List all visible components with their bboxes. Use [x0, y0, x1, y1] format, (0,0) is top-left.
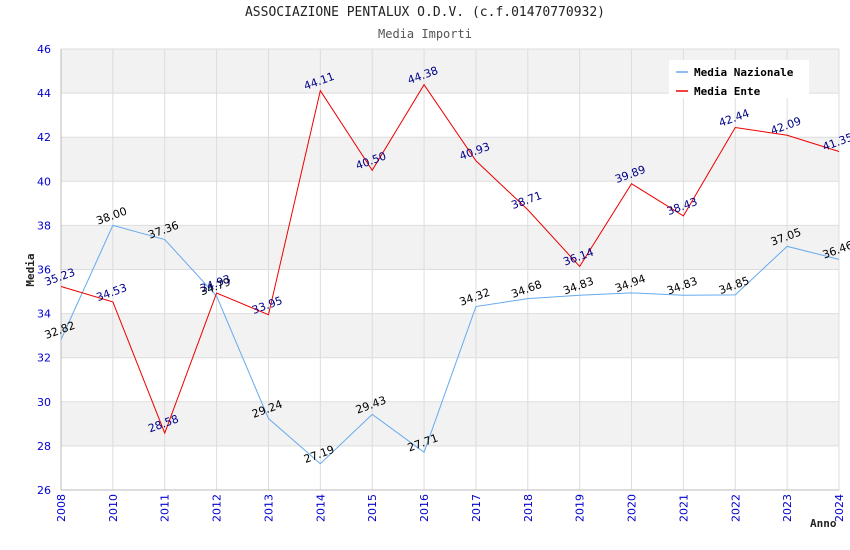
- axes: [60, 49, 839, 491]
- series-lines: [60, 83, 840, 465]
- plot-band: [61, 401, 839, 446]
- plot-band: [61, 93, 839, 138]
- x-tick-label: 2022: [729, 494, 742, 522]
- x-tick-label: 2012: [211, 494, 224, 522]
- plot-bands: [61, 49, 839, 490]
- y-tick-label: 32: [37, 352, 51, 365]
- chart-subtitle: Media Importi: [378, 27, 472, 41]
- plot-band: [61, 225, 839, 270]
- plot-band: [61, 313, 839, 358]
- x-tick-label: 2016: [418, 494, 431, 522]
- legend-label-ente: Media Ente: [694, 85, 761, 98]
- y-tick-labels: 26 28 30 32 34 36 38 40 42 44 46: [37, 43, 51, 497]
- y-tick-label: 40: [37, 175, 51, 188]
- legend: Media Nazionale Media Ente: [669, 60, 809, 98]
- y-tick-label: 46: [37, 43, 51, 56]
- y-tick-label: 30: [37, 396, 51, 409]
- plot-band: [61, 137, 839, 182]
- y-tick-label: 44: [37, 87, 51, 100]
- y-tick-label: 34: [37, 308, 51, 321]
- series-line-ente: [60, 83, 840, 435]
- x-tick-label: 2013: [262, 494, 275, 522]
- y-tick-label: 36: [37, 264, 51, 277]
- x-tick-label: 2021: [677, 494, 690, 522]
- x-tick-label: 2024: [833, 494, 846, 522]
- x-tick-label: 2018: [522, 494, 535, 522]
- x-tick-label: 2014: [314, 494, 327, 522]
- x-tick-label: 2020: [626, 494, 639, 522]
- x-tick-label: 2015: [366, 494, 379, 522]
- x-tick-label: 2008: [55, 494, 68, 522]
- plot-band: [61, 269, 839, 314]
- chart-title: ASSOCIAZIONE PENTALUX O.D.V. (c.f.014707…: [244, 5, 606, 20]
- y-tick-label: 26: [37, 484, 51, 497]
- x-tick-label: 2010: [107, 494, 120, 522]
- series-line-nazionale: [60, 224, 840, 465]
- legend-background: [669, 60, 809, 98]
- y-tick-label: 28: [37, 440, 51, 453]
- x-tick-labels: 2008 2010 2011 2012 2013 2014 2015 2016 2017 2018…: [55, 494, 846, 522]
- plot-band: [61, 445, 839, 490]
- y-tick-label: 42: [37, 131, 51, 144]
- plot-band: [61, 181, 839, 226]
- x-tick-label: 2011: [159, 494, 172, 522]
- y-tick-label: 38: [37, 219, 51, 232]
- y-axis-label: Media: [24, 253, 37, 286]
- x-tick-label: 2023: [781, 494, 794, 522]
- legend-label-nazionale: Media Nazionale: [694, 66, 794, 79]
- x-tick-label: 2019: [574, 494, 587, 522]
- x-axis-label: Anno: [810, 517, 837, 530]
- x-tick-label: 2017: [470, 494, 483, 522]
